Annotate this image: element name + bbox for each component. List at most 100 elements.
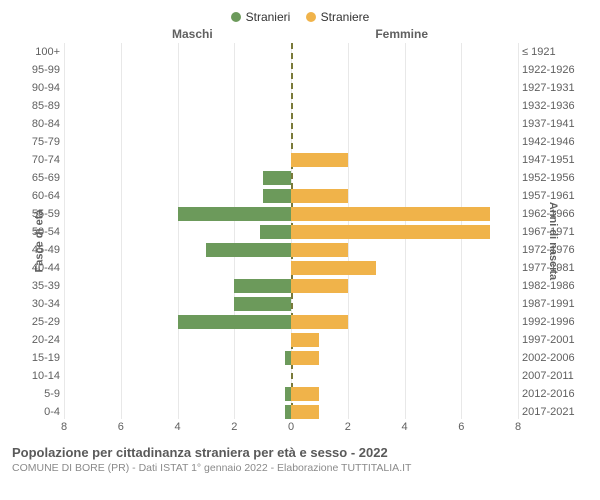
age-label: 30-34 — [18, 298, 60, 310]
section-title-male: Maschi — [172, 27, 213, 41]
age-label: 65-69 — [18, 172, 60, 184]
table-row: 55-591962-1966 — [64, 205, 518, 223]
table-row: 0-42017-2021 — [64, 403, 518, 421]
table-row: 90-941927-1931 — [64, 79, 518, 97]
birth-year-label: 1957-1961 — [522, 190, 586, 202]
age-label: 85-89 — [18, 100, 60, 112]
bar-female — [291, 279, 348, 293]
bar-male — [260, 225, 291, 239]
age-label: 15-19 — [18, 352, 60, 364]
x-tick: 2 — [231, 421, 237, 433]
table-row: 40-441977-1981 — [64, 259, 518, 277]
age-label: 40-44 — [18, 262, 60, 274]
x-tick: 0 — [288, 421, 294, 433]
birth-year-label: 1992-1996 — [522, 316, 586, 328]
table-row: 45-491972-1976 — [64, 241, 518, 259]
age-label: 60-64 — [18, 190, 60, 202]
age-label: 25-29 — [18, 316, 60, 328]
bar-female — [291, 207, 490, 221]
age-label: 10-14 — [18, 370, 60, 382]
bar-female — [291, 405, 319, 419]
table-row: 80-841937-1941 — [64, 115, 518, 133]
table-row: 95-991922-1926 — [64, 61, 518, 79]
bar-female — [291, 153, 348, 167]
legend: Stranieri Straniere — [12, 10, 588, 25]
x-tick: 6 — [458, 421, 464, 433]
section-title-female: Femmine — [375, 27, 428, 41]
chart-footer: Popolazione per cittadinanza straniera p… — [12, 445, 588, 474]
gridline — [518, 43, 519, 419]
birth-year-label: 1952-1956 — [522, 172, 586, 184]
table-row: 70-741947-1951 — [64, 151, 518, 169]
age-label: 5-9 — [18, 388, 60, 400]
birth-year-label: 1927-1931 — [522, 82, 586, 94]
age-label: 90-94 — [18, 82, 60, 94]
bar-male — [178, 207, 292, 221]
legend-swatch-female — [306, 12, 316, 22]
age-label: 0-4 — [18, 406, 60, 418]
table-row: 60-641957-1961 — [64, 187, 518, 205]
age-label: 20-24 — [18, 334, 60, 346]
birth-year-label: 1942-1946 — [522, 136, 586, 148]
birth-year-label: 1937-1941 — [522, 118, 586, 130]
table-row: 50-541967-1971 — [64, 223, 518, 241]
birth-year-label: 2017-2021 — [522, 406, 586, 418]
bar-female — [291, 351, 319, 365]
birth-year-label: 2007-2011 — [522, 370, 586, 382]
age-label: 100+ — [18, 46, 60, 58]
bar-male — [234, 297, 291, 311]
bar-female — [291, 261, 376, 275]
birth-year-label: 2002-2006 — [522, 352, 586, 364]
table-row: 30-341987-1991 — [64, 295, 518, 313]
table-row: 100+≤ 1921 — [64, 43, 518, 61]
legend-label-female: Straniere — [321, 10, 370, 24]
bar-rows: 100+≤ 192195-991922-192690-941927-193185… — [64, 43, 518, 419]
x-tick: 8 — [61, 421, 67, 433]
bar-male — [178, 315, 292, 329]
age-label: 95-99 — [18, 64, 60, 76]
bar-male — [263, 171, 291, 185]
bar-male — [263, 189, 291, 203]
table-row: 75-791942-1946 — [64, 133, 518, 151]
x-tick: 8 — [515, 421, 521, 433]
table-row: 15-192002-2006 — [64, 349, 518, 367]
bar-female — [291, 333, 319, 347]
age-label: 55-59 — [18, 208, 60, 220]
bar-female — [291, 387, 319, 401]
age-label: 80-84 — [18, 118, 60, 130]
birth-year-label: 1972-1976 — [522, 244, 586, 256]
age-label: 75-79 — [18, 136, 60, 148]
bar-female — [291, 225, 490, 239]
section-titles: Maschi Femmine — [12, 27, 588, 43]
age-label: 45-49 — [18, 244, 60, 256]
bar-female — [291, 243, 348, 257]
table-row: 35-391982-1986 — [64, 277, 518, 295]
legend-item-female: Straniere — [306, 10, 370, 24]
x-tick: 6 — [118, 421, 124, 433]
table-row: 10-142007-2011 — [64, 367, 518, 385]
bar-male — [234, 279, 291, 293]
table-row: 5-92012-2016 — [64, 385, 518, 403]
chart-subtitle: COMUNE DI BORE (PR) - Dati ISTAT 1° genn… — [12, 462, 588, 474]
x-tick: 2 — [345, 421, 351, 433]
birth-year-label: 1987-1991 — [522, 298, 586, 310]
table-row: 20-241997-2001 — [64, 331, 518, 349]
x-axis: 8 6 4 2 0 2 4 6 8 — [64, 421, 518, 439]
bar-male — [206, 243, 291, 257]
age-label: 50-54 — [18, 226, 60, 238]
bar-female — [291, 315, 348, 329]
x-tick: 4 — [174, 421, 180, 433]
x-tick: 4 — [401, 421, 407, 433]
table-row: 25-291992-1996 — [64, 313, 518, 331]
birth-year-label: 1932-1936 — [522, 100, 586, 112]
table-row: 85-891932-1936 — [64, 97, 518, 115]
birth-year-label: 1982-1986 — [522, 280, 586, 292]
age-label: 70-74 — [18, 154, 60, 166]
birth-year-label: 1997-2001 — [522, 334, 586, 346]
chart-title: Popolazione per cittadinanza straniera p… — [12, 445, 588, 460]
plot-area: Fasce di età Anni di nascita 100+≤ 19219… — [12, 43, 588, 439]
age-label: 35-39 — [18, 280, 60, 292]
birth-year-label: ≤ 1921 — [522, 46, 586, 58]
birth-year-label: 1947-1951 — [522, 154, 586, 166]
birth-year-label: 1962-1966 — [522, 208, 586, 220]
